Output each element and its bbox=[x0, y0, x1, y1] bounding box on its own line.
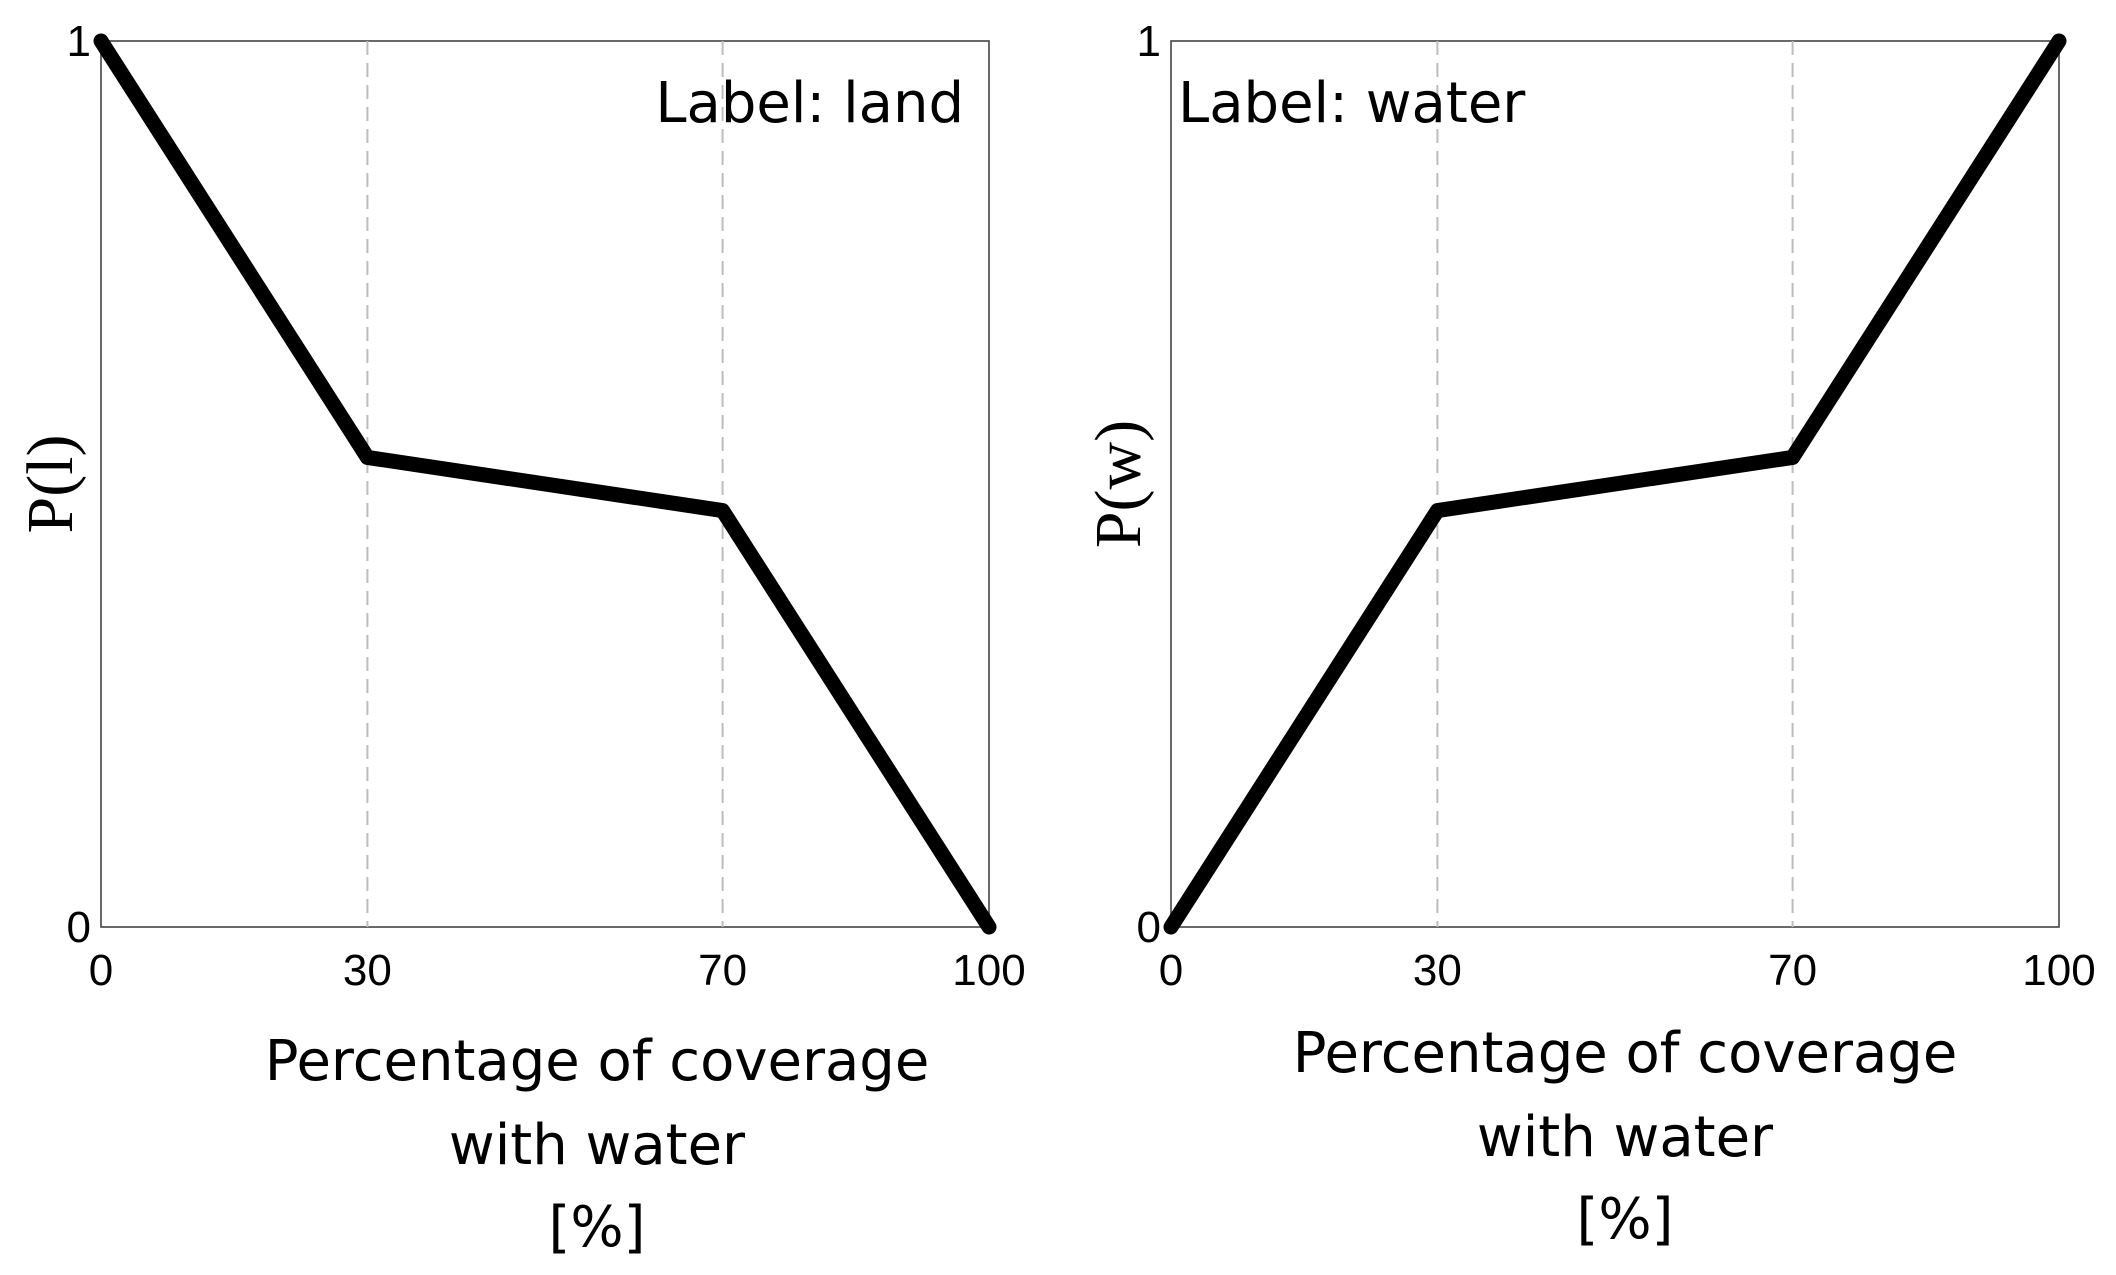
label-annotation: Label: land bbox=[655, 71, 964, 136]
x-tick-label: 70 bbox=[698, 946, 747, 995]
x-tick-label: 0 bbox=[1159, 946, 1183, 995]
x-axis-label-line: [%] bbox=[549, 1195, 646, 1260]
y-axis-label: P(w) bbox=[1082, 420, 1155, 548]
x-axis-label-line: with water bbox=[449, 1113, 746, 1178]
y-tick-label: 1 bbox=[1137, 17, 1161, 66]
y-axis-label: P(l) bbox=[14, 435, 87, 534]
x-tick-label: 70 bbox=[1768, 946, 1817, 995]
plot-frame bbox=[1170, 40, 2060, 928]
data-point bbox=[94, 34, 108, 48]
data-point bbox=[1164, 920, 1178, 934]
x-tick-label: 30 bbox=[343, 946, 392, 995]
y-tick-label: 1 bbox=[67, 17, 91, 66]
x-axis-label-line: Percentage of coverage bbox=[1293, 1021, 1958, 1086]
label-annotation: Label: water bbox=[1178, 71, 1526, 136]
plot-frame bbox=[100, 40, 990, 928]
data-point bbox=[360, 450, 375, 465]
chart-land: 0 30 70 100 0 1 Label: land P(l) Percentage of c… bbox=[14, 17, 1026, 1260]
x-axis-label-line: with water bbox=[1477, 1105, 1774, 1170]
chart-water: 0 30 70 100 0 1 Label: water P(w) Percentage of … bbox=[1082, 17, 2096, 1252]
y-tick-label: 0 bbox=[67, 903, 91, 952]
x-tick-label: 30 bbox=[1413, 946, 1462, 995]
series-line bbox=[1163, 33, 2067, 935]
x-tick-label: 100 bbox=[2022, 946, 2095, 995]
data-point bbox=[982, 920, 996, 934]
data-point bbox=[2052, 34, 2066, 48]
x-tick-label: 0 bbox=[89, 946, 113, 995]
data-point bbox=[715, 503, 730, 518]
x-axis-label-line: [%] bbox=[1577, 1187, 1674, 1252]
series-line bbox=[93, 33, 997, 935]
data-point bbox=[1430, 503, 1445, 518]
x-tick-label: 100 bbox=[952, 946, 1025, 995]
y-tick-label: 0 bbox=[1137, 903, 1161, 952]
x-axis-label-line: Percentage of coverage bbox=[265, 1029, 930, 1094]
data-point bbox=[1785, 450, 1800, 465]
